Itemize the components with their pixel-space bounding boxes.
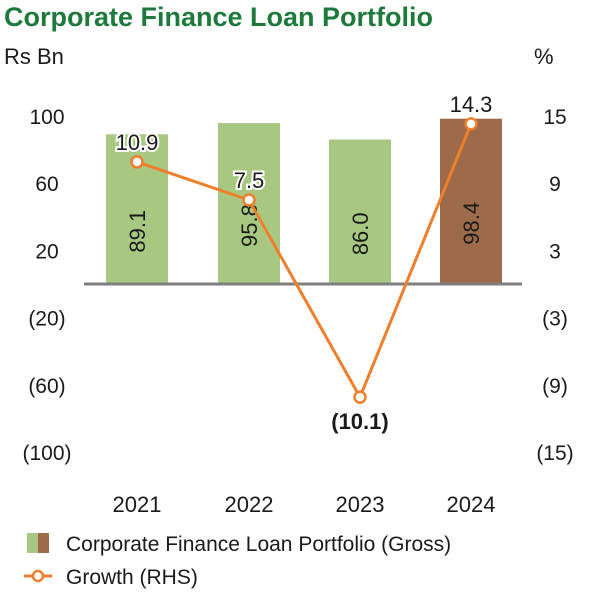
left-axis-ticks: 100 60 20 (20) (60) (100) xyxy=(22,106,71,465)
left-tick-label: 60 xyxy=(35,173,58,196)
left-tick-label: 100 xyxy=(29,106,64,129)
bar-value-label: 86.0 xyxy=(348,212,373,255)
growth-value-label: 7.5 xyxy=(234,168,265,193)
right-axis-unit: % xyxy=(534,44,554,69)
category-label: 2021 xyxy=(113,492,162,517)
growth-point xyxy=(353,390,367,404)
left-tick-label: (20) xyxy=(28,308,65,331)
right-axis-ticks: 15 9 3 (3) (9) (15) xyxy=(536,106,573,465)
growth-point xyxy=(242,193,256,207)
bar-value-label: 89.1 xyxy=(125,210,150,253)
left-tick-label: 20 xyxy=(35,240,58,263)
category-label: 2023 xyxy=(336,492,385,517)
left-tick-label: (100) xyxy=(22,442,71,465)
right-tick-label: (9) xyxy=(542,375,568,398)
legend: Corporate Finance Loan Portfolio (Gross)… xyxy=(24,533,451,589)
growth-value-label: (10.1) xyxy=(331,409,388,434)
growth-value-label: 10.9 xyxy=(116,130,159,155)
bar-value-label: 98.4 xyxy=(459,202,484,245)
right-tick-label: 9 xyxy=(549,173,561,196)
legend-label-line: Growth (RHS) xyxy=(66,566,198,589)
legend-swatch-marker xyxy=(31,569,45,583)
legend-label-bars: Corporate Finance Loan Portfolio (Gross) xyxy=(66,533,451,556)
right-tick-label: 15 xyxy=(543,106,566,129)
chart-title: Corporate Finance Loan Portfolio xyxy=(4,2,433,32)
bar xyxy=(440,118,502,284)
growth-line xyxy=(136,123,473,399)
bar xyxy=(329,139,391,284)
category-label: 2022 xyxy=(225,492,274,517)
growth-point xyxy=(130,155,144,169)
left-axis-unit: Rs Bn xyxy=(4,44,64,69)
growth-line-series: 10.9 7.5 (10.1) 14.3 xyxy=(114,90,495,436)
growth-point xyxy=(464,117,478,131)
left-tick-label: (60) xyxy=(28,375,65,398)
category-label: 2024 xyxy=(447,492,496,517)
legend-swatch-bar-brown xyxy=(38,533,49,553)
growth-value-label: 14.3 xyxy=(450,92,493,117)
right-tick-label: 3 xyxy=(549,240,561,263)
bar-value-label: 95.8 xyxy=(237,204,262,247)
legend-swatch-bar-green xyxy=(27,533,38,553)
bar-series: 89.1 95.8 86.0 98.4 xyxy=(106,118,502,284)
category-labels: 2021 2022 2023 2024 xyxy=(113,492,496,517)
right-tick-label: (3) xyxy=(542,308,568,331)
right-tick-label: (15) xyxy=(536,442,573,465)
